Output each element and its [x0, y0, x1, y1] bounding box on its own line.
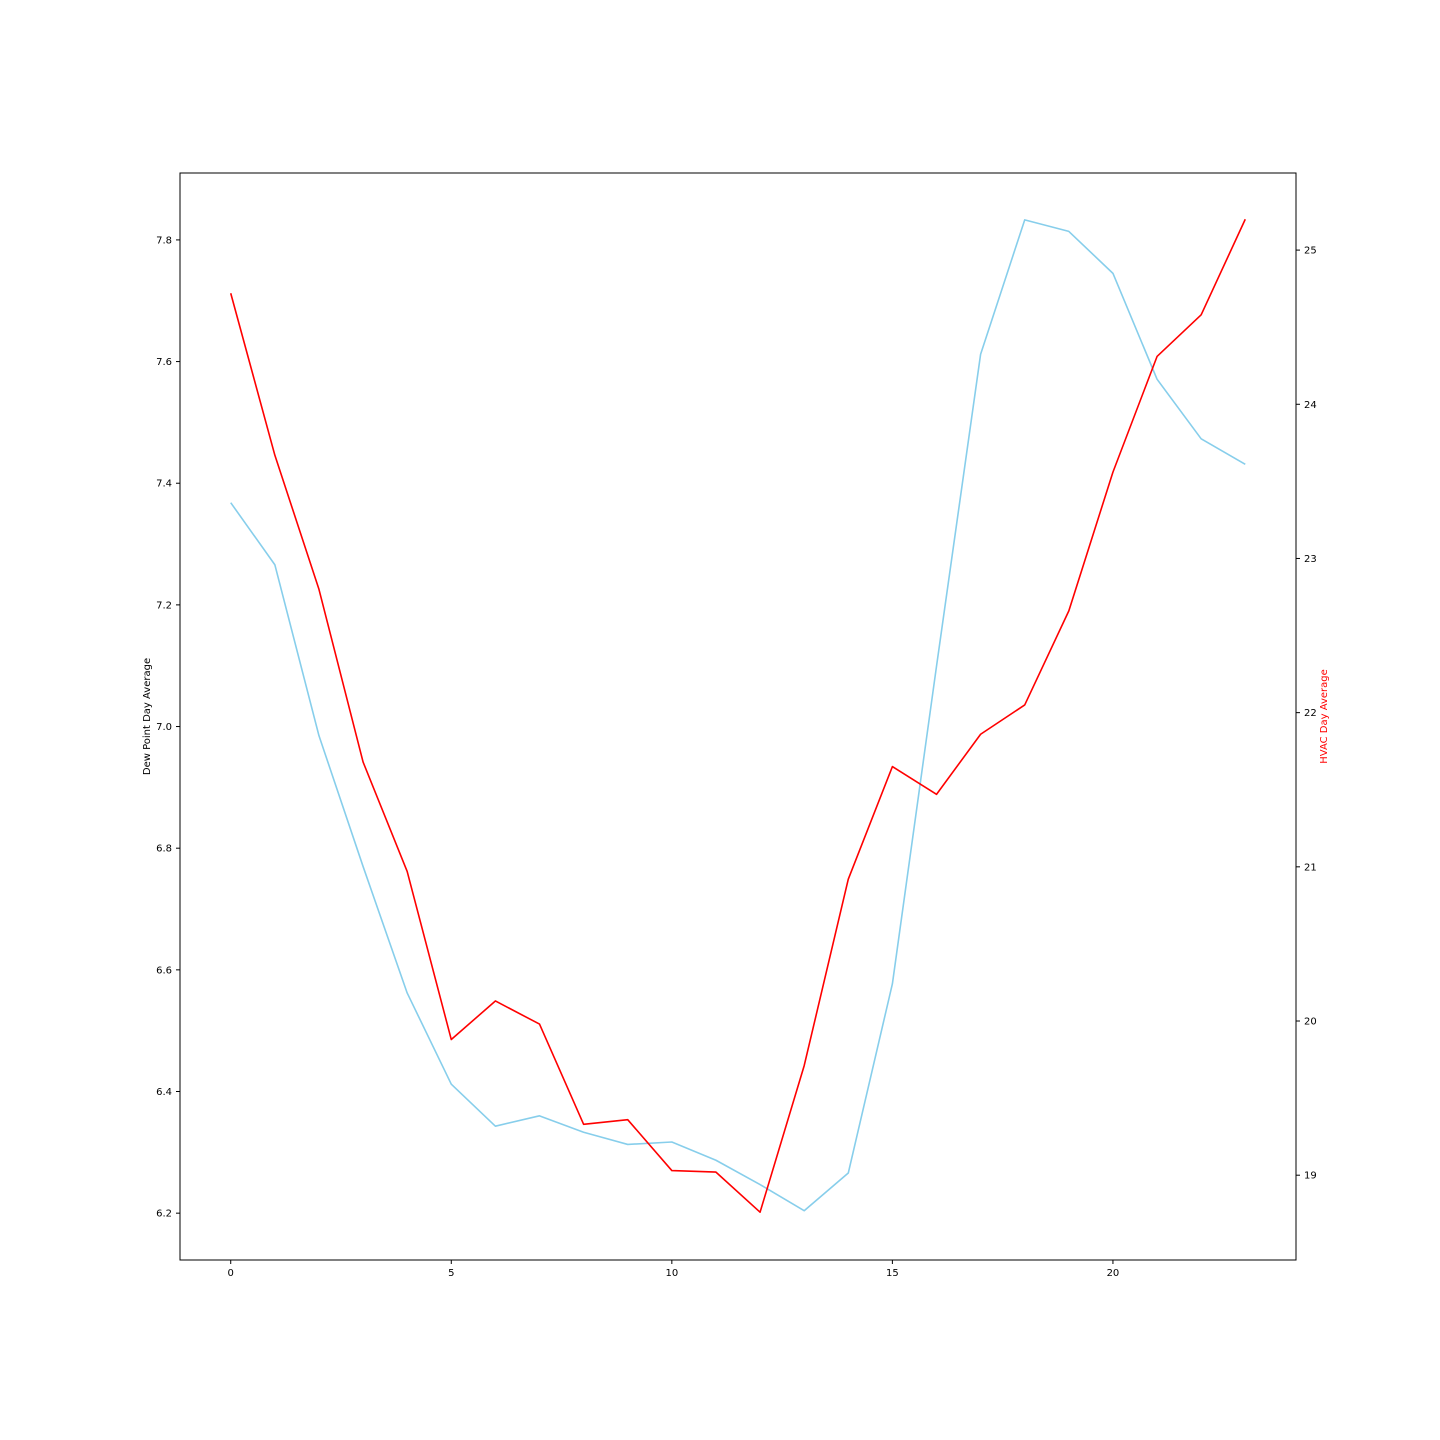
dew-point-series-line: [230, 219, 1246, 1212]
right-y-tick-label: 19: [1304, 1171, 1317, 1182]
left-y-tick-label: 7.6: [156, 357, 172, 368]
x-axis: 0 5 10 15 20: [228, 1260, 1120, 1279]
left-y-tick-label: 7.2: [156, 600, 172, 611]
x-tick-label: 10: [665, 1268, 678, 1279]
left-y-tick-label: 7.0: [156, 722, 172, 733]
right-y-tick-label: 23: [1304, 554, 1317, 565]
right-y-tick-label: 24: [1304, 400, 1317, 411]
x-tick-label: 0: [228, 1268, 234, 1279]
plot-frame: [179, 172, 1297, 1261]
left-y-axis: 6.2 6.4 6.6 6.8 7.0 7.2 7.4 7.6 7.8: [156, 235, 180, 1220]
right-y-axis-title: HVAC Day Average: [1319, 669, 1330, 764]
left-y-tick-label: 7.4: [156, 479, 172, 490]
right-y-tick-label: 22: [1304, 708, 1317, 719]
left-y-tick-label: 6.8: [156, 844, 172, 855]
left-y-tick-label: 6.6: [156, 965, 172, 976]
left-y-axis-title: Dew Point Day Average: [142, 658, 153, 775]
hvac-series-line: [229, 218, 1246, 1213]
right-y-tick-label: 21: [1304, 862, 1317, 873]
left-y-tick-label: 6.2: [156, 1209, 172, 1220]
x-tick-label: 20: [1107, 1268, 1120, 1279]
right-y-tick-label: 20: [1304, 1017, 1317, 1028]
right-y-tick-label: 25: [1304, 246, 1317, 257]
x-tick-label: 15: [886, 1268, 899, 1279]
left-y-tick-label: 7.8: [156, 235, 172, 246]
series-layer: [229, 218, 1246, 1213]
right-y-axis: 19 20 21 22 23 24 25: [1296, 246, 1317, 1182]
left-y-tick-label: 6.4: [156, 1087, 172, 1098]
x-tick-label: 5: [448, 1268, 454, 1279]
